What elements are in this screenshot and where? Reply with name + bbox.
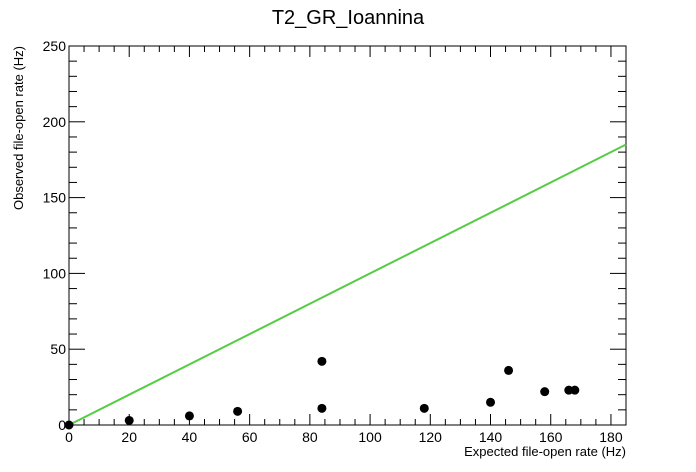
x-tick-label: 160 [539, 429, 563, 445]
data-point [317, 403, 327, 413]
data-point [486, 397, 496, 407]
x-tick-label: 140 [479, 429, 503, 445]
data-point [419, 403, 429, 413]
y-tick-label: 200 [43, 114, 67, 130]
data-point [233, 406, 243, 416]
x-axis-label: Expected file-open rate (Hz) [464, 444, 626, 459]
data-point [504, 365, 514, 375]
plot-frame [68, 45, 627, 426]
x-tick-label: 20 [121, 429, 137, 445]
data-point [184, 411, 194, 421]
y-axis: 0 50 100 150 200 250 [43, 38, 626, 433]
data-point [124, 415, 134, 425]
y-tick-label: 250 [43, 38, 67, 54]
y-tick-label: 0 [58, 417, 66, 433]
x-tick-label: 180 [599, 429, 623, 445]
reference-line [68, 143, 627, 426]
data-point [540, 387, 550, 397]
chart-title: T2_GR_Ioannina [272, 7, 425, 29]
x-tick-label: 0 [65, 429, 73, 445]
x-tick-label: 80 [302, 429, 318, 445]
y-tick-label: 50 [50, 341, 66, 357]
x-tick-label: 120 [419, 429, 443, 445]
x-axis: 0 20 40 60 80 100 120 140 160 180 [65, 46, 627, 445]
reference-line-group [68, 143, 627, 426]
x-tick-label: 40 [182, 429, 198, 445]
x-tick-label: 60 [242, 429, 258, 445]
y-tick-label: 100 [43, 265, 67, 281]
data-points [64, 356, 580, 430]
x-tick-label: 100 [358, 429, 382, 445]
data-point [570, 385, 580, 395]
data-point [317, 356, 327, 366]
y-tick-label: 150 [43, 190, 67, 206]
data-point [64, 420, 74, 430]
y-axis-label: Observed file-open rate (Hz) [11, 46, 26, 210]
